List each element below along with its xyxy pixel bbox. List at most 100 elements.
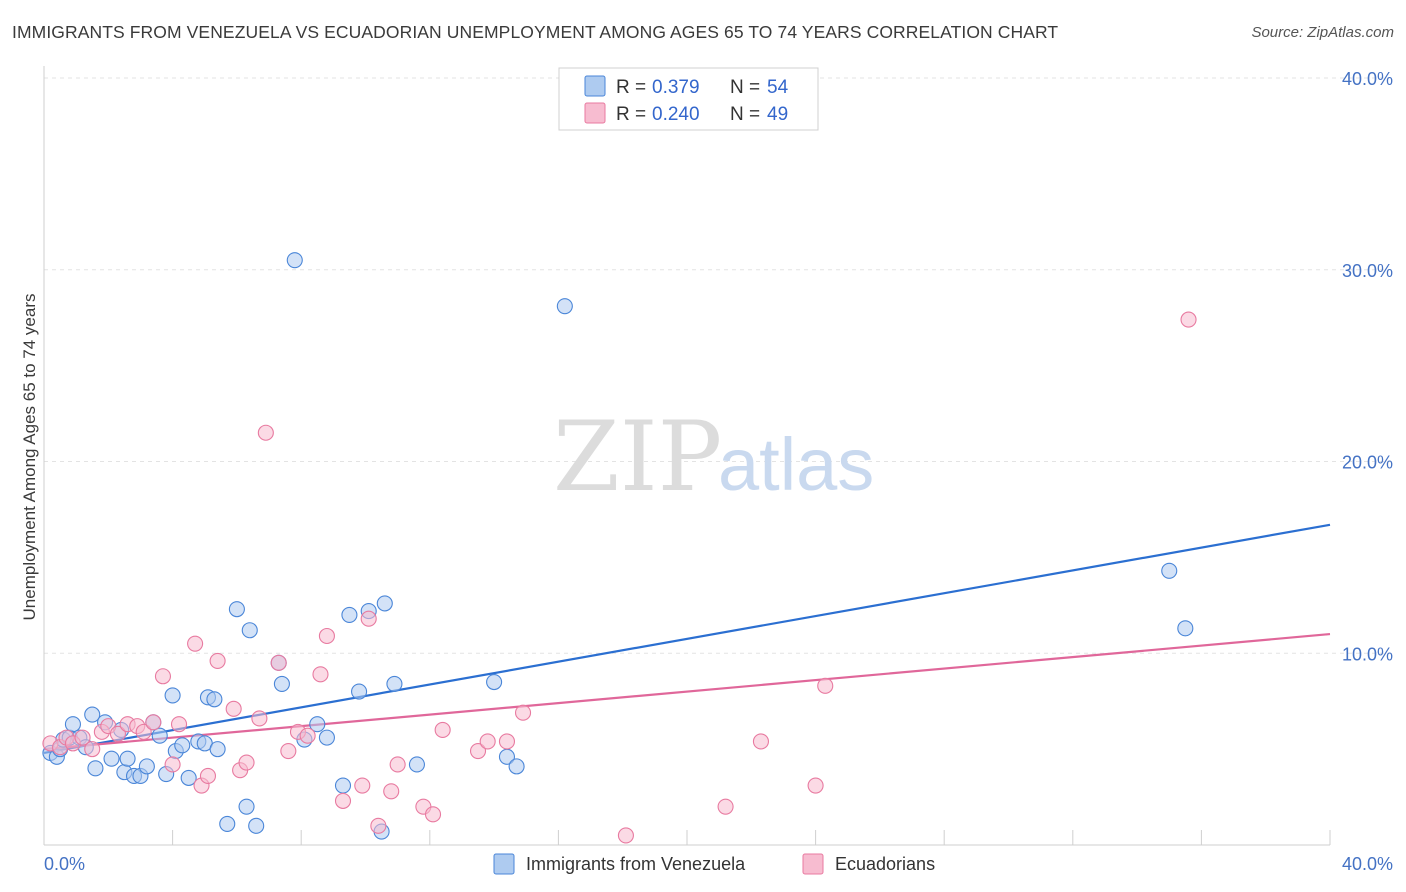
y-tick-labels: 10.0% 20.0% 30.0% 40.0% xyxy=(1342,69,1393,664)
data-point xyxy=(341,606,358,623)
y-tick-label: 10.0% xyxy=(1342,644,1393,664)
data-point xyxy=(376,595,393,612)
data-point xyxy=(270,654,287,671)
data-points xyxy=(42,252,1197,844)
data-point xyxy=(225,700,242,717)
data-point xyxy=(389,756,406,773)
data-point xyxy=(164,687,181,704)
data-point xyxy=(334,792,352,809)
y-tick-label: 20.0% xyxy=(1342,453,1393,473)
data-point xyxy=(145,714,162,731)
data-point xyxy=(138,758,155,775)
data-point xyxy=(154,668,172,685)
data-point xyxy=(469,742,487,760)
data-point xyxy=(479,733,496,750)
data-point xyxy=(354,777,371,794)
data-point xyxy=(228,601,245,618)
data-point xyxy=(187,635,204,652)
x-tick-label: 40.0% xyxy=(1342,854,1393,874)
legend-swatch-venezuela xyxy=(584,75,606,97)
data-point xyxy=(273,675,290,692)
series-ecuadorians-points xyxy=(42,311,1197,844)
watermark-zip: ZIP xyxy=(553,401,722,513)
data-point xyxy=(351,683,368,700)
legend-n-label: N = xyxy=(730,77,760,98)
trend-line-venezuela xyxy=(43,523,1331,755)
data-point xyxy=(206,691,223,708)
data-point xyxy=(280,742,297,760)
data-point xyxy=(309,716,326,733)
y-tick-label: 30.0% xyxy=(1342,261,1393,281)
bottom-legend-swatch-ecuadorians xyxy=(802,853,824,875)
data-point xyxy=(170,716,188,733)
data-point xyxy=(109,725,126,742)
data-point xyxy=(64,716,81,733)
data-point xyxy=(508,758,525,775)
data-point xyxy=(135,723,152,740)
data-point xyxy=(434,721,451,739)
data-point xyxy=(251,710,268,727)
data-point xyxy=(87,760,104,777)
legend-r-value: 0.379 xyxy=(652,77,700,98)
data-point xyxy=(257,424,274,441)
x-tick-labels: 0.0% 40.0% xyxy=(44,854,1393,874)
data-point xyxy=(370,817,387,834)
data-point xyxy=(241,622,258,639)
gridlines xyxy=(44,77,1390,654)
data-point xyxy=(514,704,532,721)
data-point xyxy=(817,677,834,694)
x-tick-label: 0.0% xyxy=(44,854,85,874)
data-point xyxy=(1180,311,1197,328)
legend-swatch-ecuadorians xyxy=(584,102,606,124)
data-point xyxy=(238,798,255,815)
data-point xyxy=(486,673,503,691)
data-point xyxy=(219,815,236,832)
data-point xyxy=(717,798,734,815)
axes xyxy=(43,66,1331,846)
data-point xyxy=(84,706,101,723)
data-point xyxy=(386,675,403,692)
data-point xyxy=(318,729,335,746)
data-point xyxy=(360,610,377,627)
source-note: Source: ZipAtlas.com xyxy=(1251,24,1394,41)
data-point xyxy=(299,727,316,744)
data-point xyxy=(209,652,226,669)
legend-r-label: R = xyxy=(616,104,646,125)
data-point xyxy=(119,750,136,767)
data-point xyxy=(752,733,769,750)
y-axis-label: Unemployment Among Ages 65 to 74 years xyxy=(20,294,39,621)
data-point xyxy=(424,806,442,823)
bottom-legend-label: Immigrants from Venezuela xyxy=(526,854,746,874)
legend-n-value: 54 xyxy=(767,77,789,98)
data-point xyxy=(151,727,168,744)
data-point xyxy=(238,754,255,771)
y-tick-label: 40.0% xyxy=(1342,69,1393,89)
data-point xyxy=(1177,620,1194,637)
data-point xyxy=(74,729,91,746)
data-point xyxy=(408,756,425,773)
data-point xyxy=(312,666,329,683)
data-point xyxy=(383,783,400,800)
trend-line-ecuadorians xyxy=(43,632,1331,751)
data-point xyxy=(180,769,197,786)
data-point xyxy=(199,767,217,785)
data-point xyxy=(556,298,573,315)
data-point xyxy=(164,756,181,773)
legend-box: R = 0.379 N = 54 R = 0.240 N = 49 xyxy=(558,67,819,131)
data-point xyxy=(209,741,226,758)
chart-title: IMMIGRANTS FROM VENEZUELA VS ECUADORIAN … xyxy=(12,22,1059,42)
data-point xyxy=(318,627,335,645)
data-point xyxy=(84,741,101,758)
legend-n-value: 49 xyxy=(767,104,788,125)
data-point xyxy=(334,777,352,794)
trend-lines xyxy=(43,523,1331,755)
data-point xyxy=(807,777,824,794)
data-point xyxy=(617,827,634,844)
legend-n-label: N = xyxy=(730,104,760,125)
watermark-atlas: atlas xyxy=(718,423,874,506)
data-point xyxy=(1161,562,1178,579)
data-point xyxy=(174,737,191,754)
data-point xyxy=(248,817,265,834)
data-point xyxy=(103,750,120,767)
legend-r-value: 0.240 xyxy=(652,104,700,125)
